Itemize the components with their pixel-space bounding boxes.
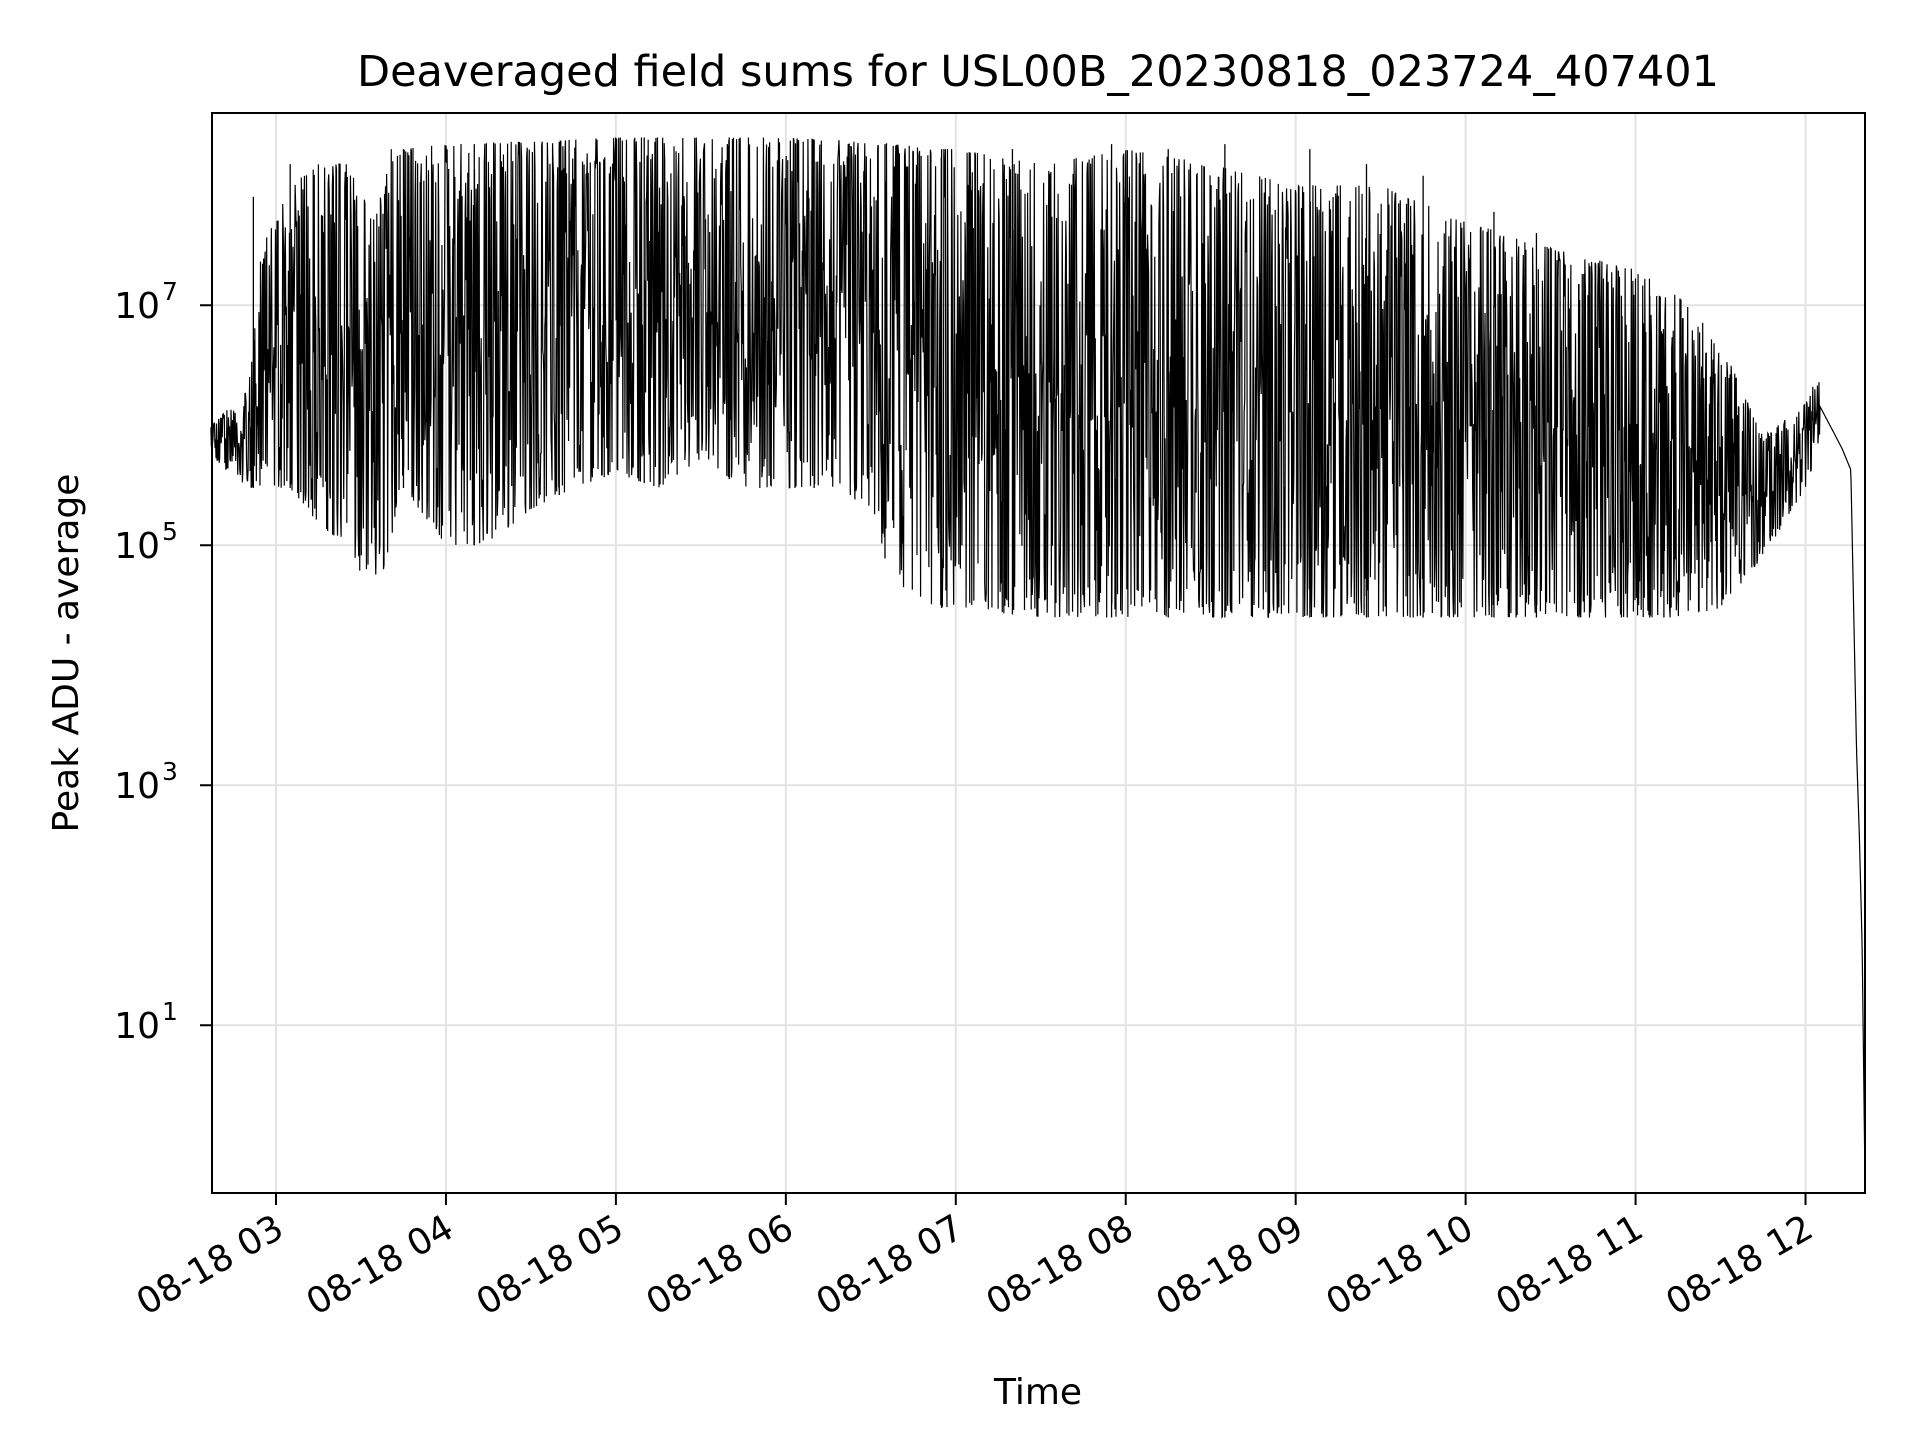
y-tick-exponent: 1 (162, 997, 178, 1026)
y-tick-label: 10 (114, 286, 160, 327)
y-tick-label: 10 (114, 766, 160, 807)
x-axis-label: Time (993, 1372, 1082, 1413)
y-axis-label: Peak ADU - average (46, 474, 87, 833)
y-tick-label: 10 (114, 1006, 160, 1047)
y-tick-label: 10 (114, 526, 160, 567)
series-line (210, 137, 1866, 1182)
y-tick-exponent: 7 (162, 277, 178, 306)
y-tick-exponent: 3 (162, 757, 178, 786)
y-tick-exponent: 5 (162, 517, 178, 546)
data-line (210, 137, 1866, 1182)
chart-title: Deaveraged field sums for USL00B_2023081… (357, 47, 1719, 97)
plot-frame (211, 112, 1866, 1194)
